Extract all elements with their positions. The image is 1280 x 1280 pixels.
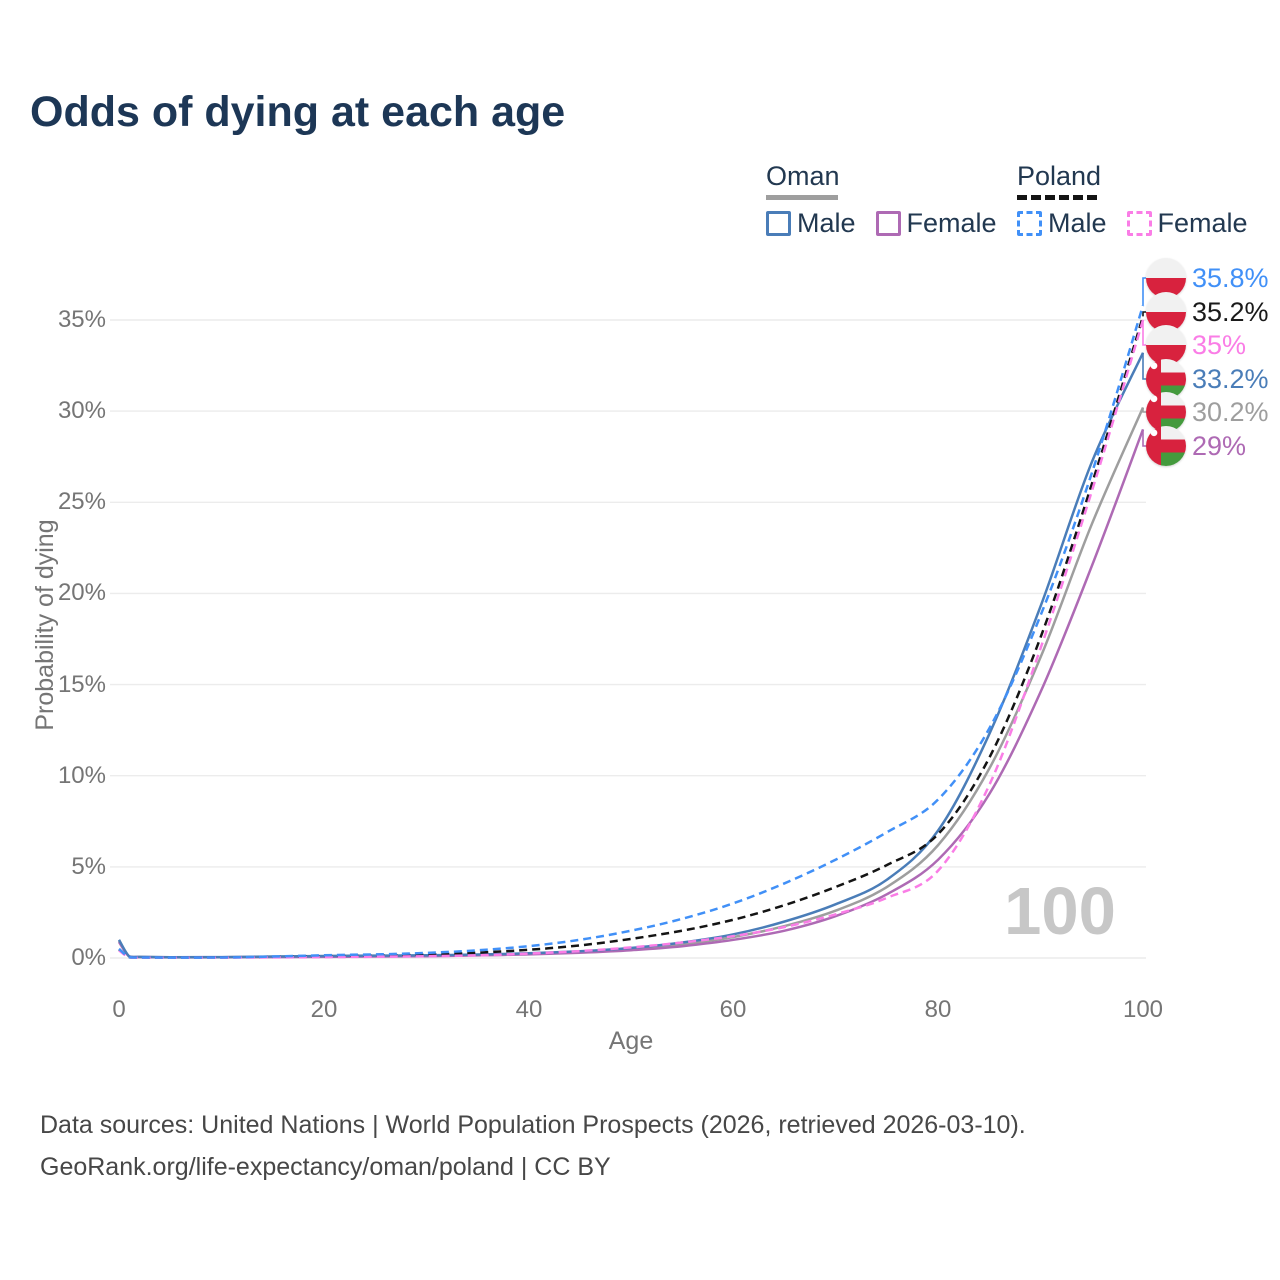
poland-female-swatch-icon: [1126, 211, 1152, 236]
oman-female-swatch-icon: [875, 211, 901, 236]
legend-item-poland-male: Male: [1017, 208, 1107, 239]
page-title: Odds of dying at each age: [30, 88, 566, 136]
y-tick-30: 30%: [57, 397, 106, 424]
x-tick-20: 20: [310, 996, 338, 1023]
legend-item-poland-female: Female: [1126, 208, 1248, 239]
end-label-value: 35%: [1192, 329, 1247, 360]
poland-male-swatch-icon: [1017, 211, 1042, 236]
x-tick-80: 80: [924, 996, 952, 1023]
x-axis-title: Age: [608, 1027, 654, 1055]
end-label-row: 35%: [1146, 325, 1246, 365]
x-tick-60: 60: [719, 996, 747, 1023]
legend-item-label: Male: [797, 208, 856, 238]
end-label-value: 30.2%: [1192, 396, 1269, 427]
poland-flag-icon: [1146, 325, 1186, 365]
legend-item-oman-male: Male: [766, 208, 856, 239]
poland-flag-icon: [1146, 258, 1186, 298]
legend-item-label: Female: [1157, 208, 1248, 238]
oman-flag-icon: [1146, 392, 1186, 432]
x-tick-100: 100: [1122, 996, 1164, 1023]
y-tick-35: 35%: [57, 306, 106, 333]
y-tick-25: 25%: [57, 488, 106, 515]
footer-line-1: Data sources: United Nations | World Pop…: [40, 1111, 1026, 1139]
end-label-row: 33.2%: [1146, 359, 1269, 399]
footer-line-2: GeoRank.org/life-expectancy/oman/poland …: [40, 1153, 611, 1181]
legend-item-label: Male: [1048, 208, 1107, 238]
data-sources-footer: Data sources: United Nations | World Pop…: [40, 1104, 1026, 1188]
end-label-value: 35.8%: [1192, 262, 1269, 293]
legend-group-oman: Oman Male Female: [766, 161, 997, 239]
legend-item-label: Female: [906, 208, 997, 238]
end-label-row: 35.8%: [1146, 258, 1269, 298]
x-tick-0: 0: [112, 996, 126, 1023]
y-tick-0: 0%: [71, 944, 106, 971]
end-label-value: 35.2%: [1192, 296, 1269, 327]
end-label-row: 30.2%: [1146, 392, 1269, 432]
legend-group-poland: Poland Male Female: [1017, 161, 1248, 239]
end-label-value: 29%: [1192, 430, 1247, 461]
age-watermark: 100: [1004, 874, 1116, 949]
oman-flag-icon: [1146, 426, 1186, 466]
legend-item-oman-female: Female: [875, 208, 997, 239]
y-tick-10: 10%: [57, 762, 106, 789]
poland-dashed-line-swatch: [1017, 195, 1097, 200]
end-label-row: 29%: [1146, 426, 1246, 466]
x-tick-40: 40: [515, 996, 543, 1023]
oman-male-swatch-icon: [766, 211, 791, 236]
oman-solid-line-swatch: [766, 195, 838, 200]
y-axis-title: Probability of dying: [31, 519, 59, 731]
y-tick-5: 5%: [71, 853, 106, 880]
legend-group-name: Oman: [766, 161, 840, 191]
legend-group-name: Poland: [1017, 161, 1102, 191]
y-tick-15: 15%: [57, 671, 106, 698]
y-tick-20: 20%: [57, 579, 106, 606]
end-label-value: 33.2%: [1192, 363, 1269, 394]
